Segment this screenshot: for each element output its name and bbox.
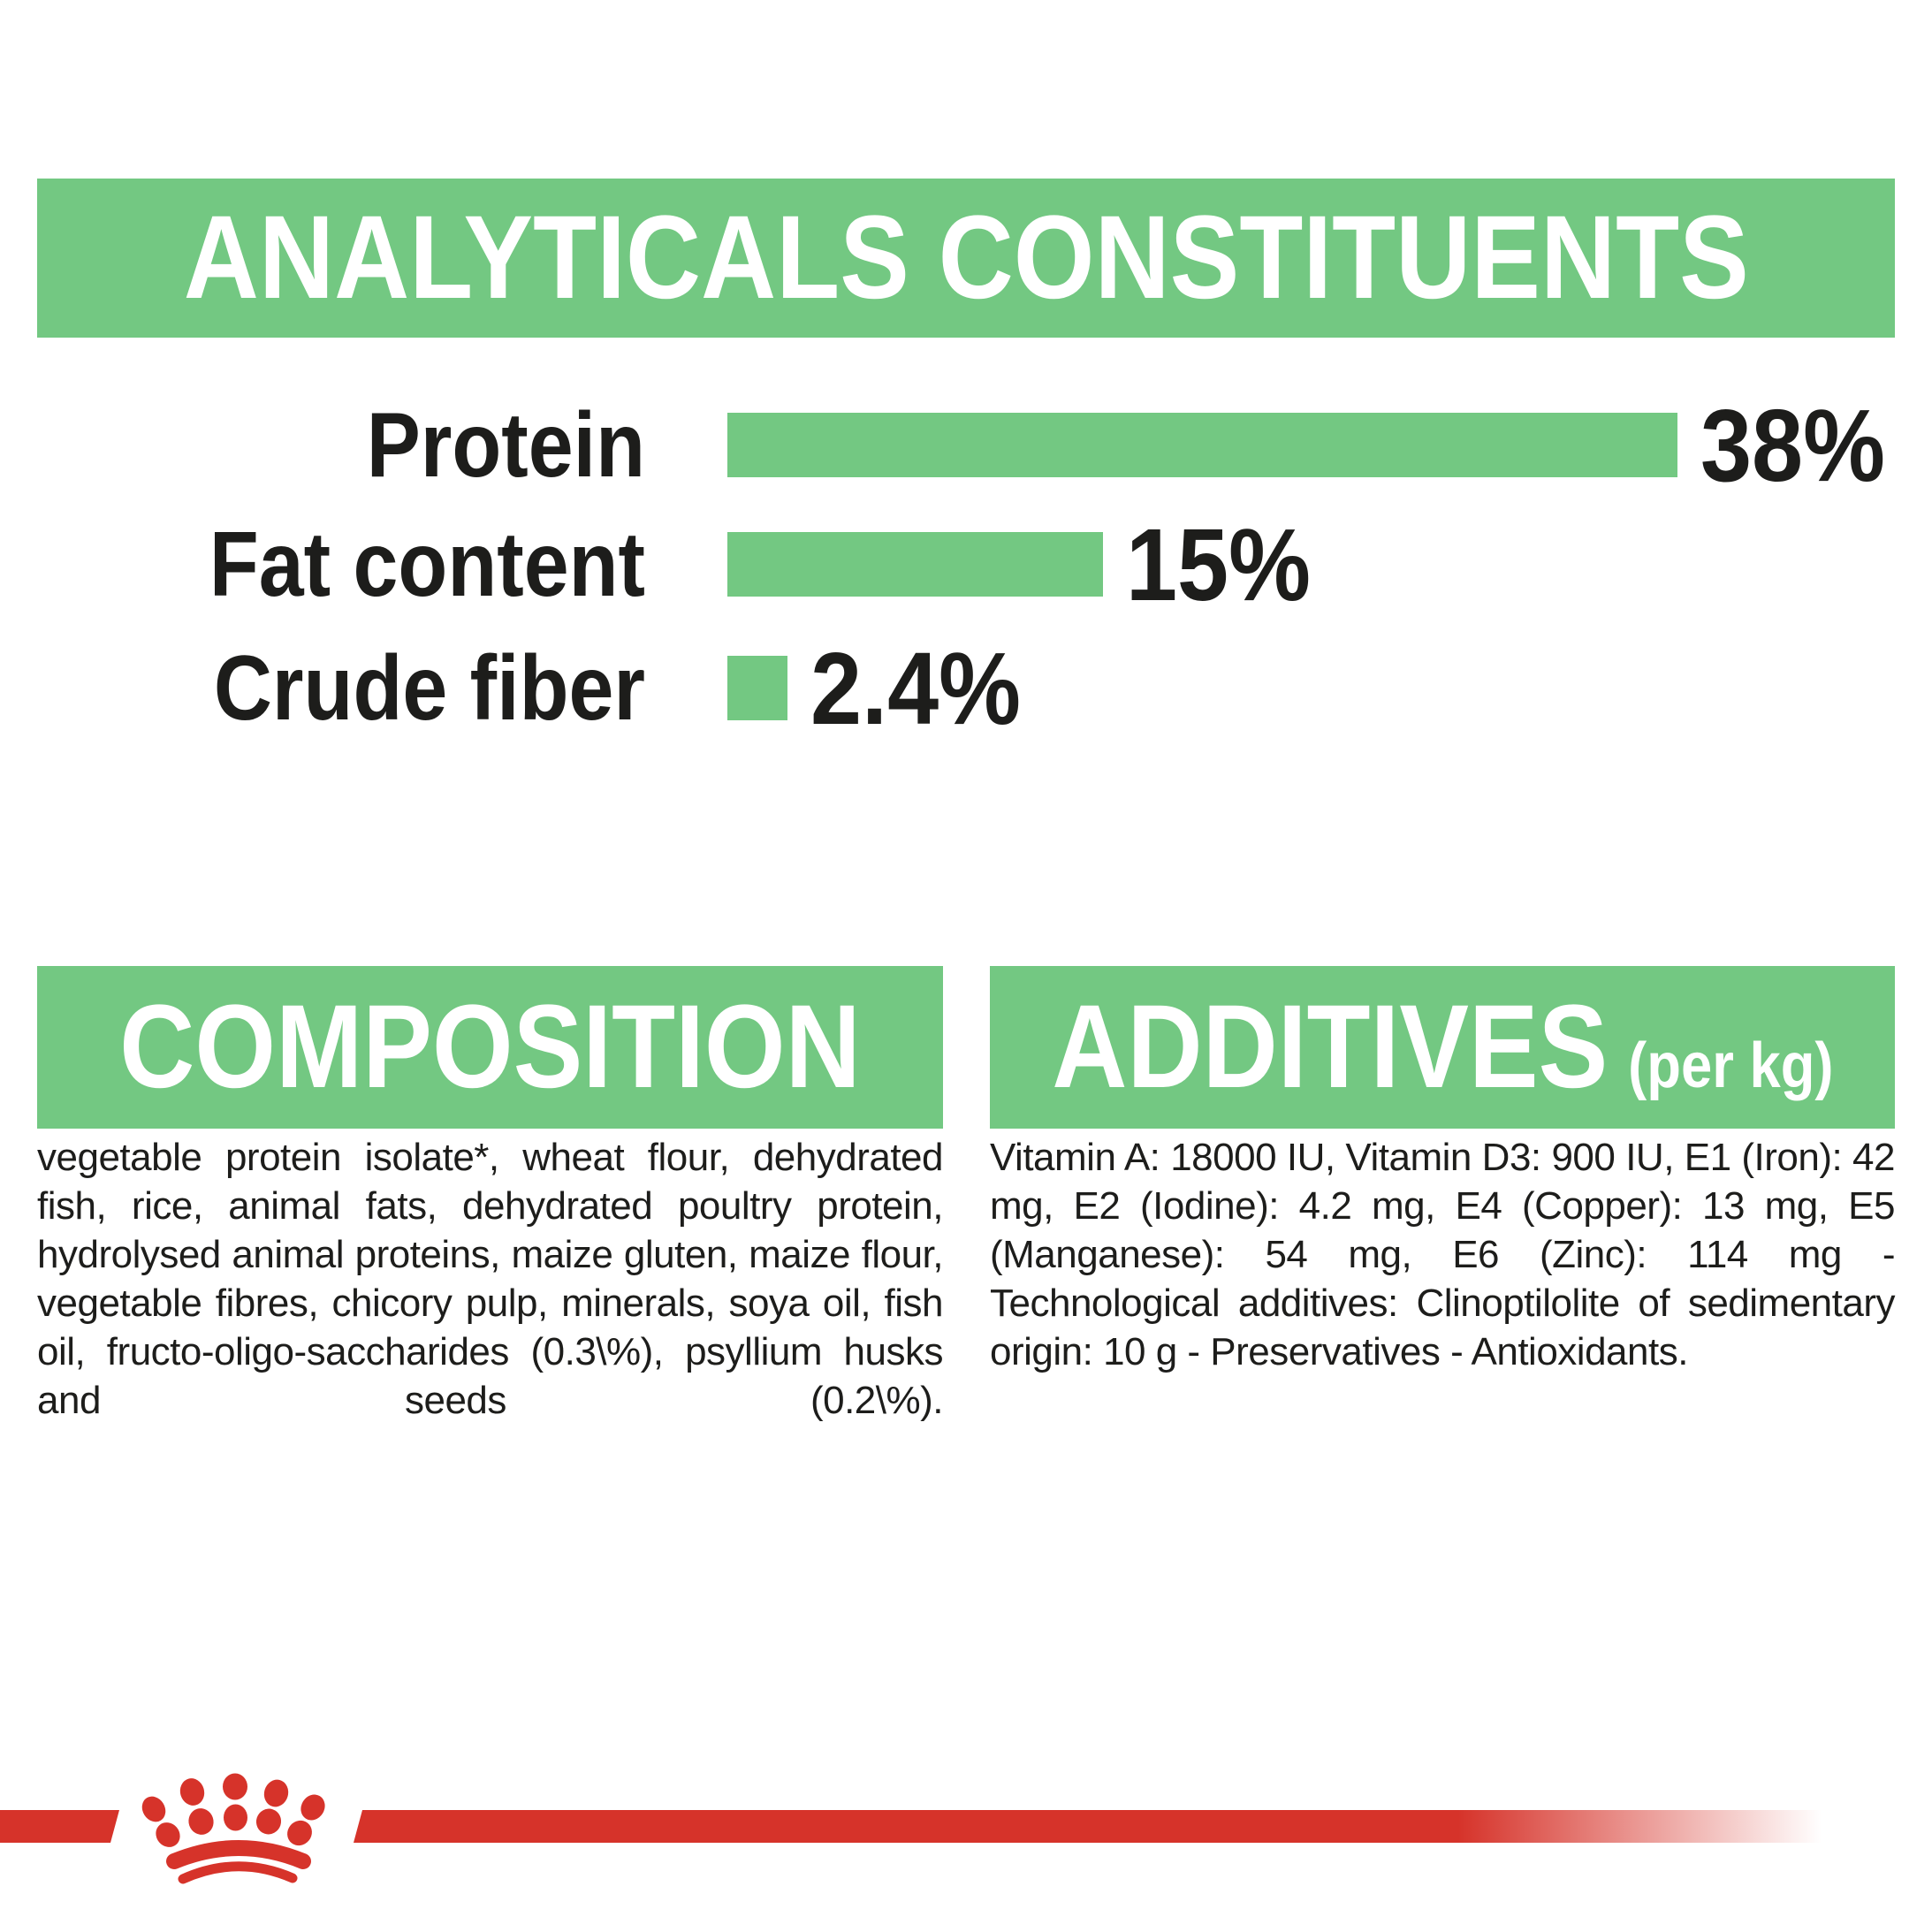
- additives-text: Vitamin A: 18000 IU, Vitamin D3: 900 IU,…: [990, 1136, 1896, 1373]
- nutrient-label: Protein: [366, 393, 645, 497]
- nutrient-value: 2.4%: [810, 630, 1021, 746]
- composition-text: vegetable protein isolate*, wheat flour,…: [37, 1136, 944, 1422]
- analyticals-title: ANALYTICALS CONSTITUENTS: [183, 192, 1749, 323]
- nutrient-bar: [727, 532, 1103, 597]
- nutrient-bar: [727, 413, 1677, 477]
- brand-divider-line-left: [0, 1810, 119, 1843]
- analyticals-banner: ANALYTICALS CONSTITUENTS: [37, 179, 1895, 338]
- composition-banner: COMPOSITION: [37, 966, 943, 1129]
- additives-per-kg-label: (per kg): [1627, 1031, 1834, 1101]
- royal-canin-crown-logo: [133, 1759, 345, 1887]
- chart-row: Protein 38%: [37, 394, 1905, 497]
- nutrient-label: Fat content: [209, 513, 646, 616]
- crown-icon: [141, 1773, 325, 1884]
- additives-banner: ADDITIVES (per kg): [990, 966, 1895, 1129]
- nutrient-value: 38%: [1700, 387, 1885, 503]
- brand-divider-line-right: [354, 1810, 1932, 1843]
- additives-title: ADDITIVES (per kg): [1052, 988, 1833, 1107]
- nutrient-label: Crude fiber: [213, 636, 645, 740]
- chart-row: Crude fiber 2.4%: [37, 637, 1044, 740]
- nutrient-value: 15%: [1126, 506, 1311, 622]
- composition-title: COMPOSITION: [119, 981, 861, 1113]
- nutrient-bar: [727, 656, 787, 720]
- chart-row: Fat content 15%: [37, 513, 1331, 616]
- additives-title-text: ADDITIVES: [1051, 981, 1608, 1113]
